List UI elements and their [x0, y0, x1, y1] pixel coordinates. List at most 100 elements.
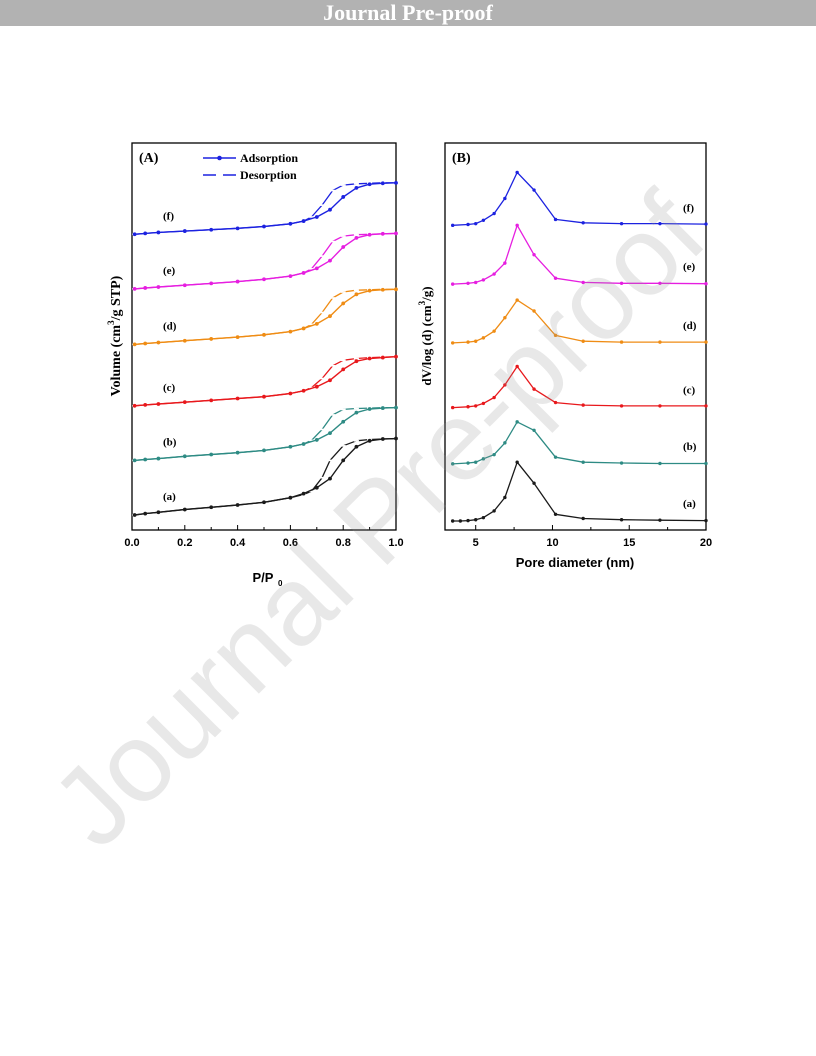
psd-point-a: [474, 518, 478, 522]
adsorption-point-f: [209, 227, 214, 232]
panel-b-x-tick-label: 15: [623, 537, 635, 549]
panel-a-y-axis-label: Volume (cm3/g STP): [106, 275, 124, 396]
adsorption-point-a: [328, 476, 332, 481]
panel-b-series-label-b: (b): [683, 441, 697, 453]
psd-point-d: [474, 339, 478, 343]
legend-adsorption-marker: [217, 155, 222, 161]
psd-point-d: [466, 340, 470, 344]
adsorption-point-a: [301, 491, 306, 496]
psd-point-b: [532, 428, 536, 432]
adsorption-point-d: [288, 329, 293, 334]
legend-desorption-label: Desorption: [240, 168, 297, 182]
adsorption-point-d: [262, 332, 266, 337]
psd-point-a: [481, 515, 486, 520]
panel-b-x-axis-label: Pore diameter (nm): [516, 555, 634, 570]
panel-b-y-axis-label-group: dV/log (d) (cm3/g): [417, 286, 434, 385]
psd-line-e: [452, 224, 707, 285]
psd-point-d: [481, 336, 486, 340]
psd-point-b: [658, 461, 662, 466]
psd-point-b: [492, 452, 496, 457]
panel-a-series-label-e: (e): [163, 265, 176, 277]
panel-b-label: (B): [452, 151, 471, 166]
panel-a-series-label-c: (c): [163, 382, 176, 394]
psd-point-b: [553, 455, 558, 459]
psd-point-a: [619, 518, 624, 522]
panel-a-y-axis-label-pre: Volume (cm: [109, 325, 124, 397]
psd-point-c: [619, 404, 624, 408]
adsorption-point-d: [132, 342, 137, 347]
panel-a-series-label-d: (d): [163, 320, 177, 332]
psd-point-f: [481, 218, 486, 222]
psd-point-a: [492, 509, 496, 513]
psd-point-b: [450, 462, 455, 466]
psd-point-e: [481, 278, 486, 282]
adsorption-point-a: [288, 495, 293, 500]
adsorption-point-a: [354, 444, 359, 449]
adsorption-point-f: [301, 219, 306, 223]
adsorption-point-d: [143, 341, 148, 346]
adsorption-point-d: [341, 301, 346, 306]
adsorption-point-e: [394, 231, 398, 236]
adsorption-point-b: [235, 450, 240, 455]
panel-b-series-label-a: (a): [683, 498, 696, 510]
psd-point-e: [553, 276, 558, 280]
psd-point-e: [704, 282, 708, 286]
adsorption-point-e: [288, 274, 293, 279]
adsorption-point-b: [262, 448, 266, 453]
psd-point-b: [466, 461, 470, 465]
adsorption-point-d: [209, 337, 214, 341]
adsorption-point-c: [301, 388, 306, 393]
panel-b-x-tick-label: 10: [546, 537, 558, 549]
adsorption-point-a: [132, 513, 137, 517]
psd-point-a: [532, 481, 536, 485]
adsorption-point-b: [367, 407, 372, 411]
adsorption-point-d: [156, 340, 161, 345]
psd-point-a: [503, 495, 507, 500]
adsorption-point-a: [314, 485, 319, 490]
adsorption-point-c: [394, 354, 398, 359]
adsorption-point-d: [354, 292, 359, 297]
adsorption-point-f: [288, 221, 293, 226]
psd-point-f: [515, 170, 519, 175]
adsorption-point-c: [182, 400, 187, 405]
psd-point-f: [503, 196, 507, 201]
psd-point-e: [658, 281, 662, 285]
adsorption-point-b: [156, 456, 161, 461]
psd-point-e: [532, 253, 536, 257]
psd-point-a: [466, 518, 470, 523]
adsorption-point-e: [182, 283, 187, 288]
panel-b-y-axis-label: dV/log (d) (cm3/g): [417, 286, 434, 385]
adsorption-point-a: [143, 511, 148, 516]
panel-a-x-axis-label: P/P: [253, 570, 274, 585]
adsorption-point-b: [354, 410, 359, 415]
adsorption-point-f: [262, 224, 266, 229]
psd-point-a: [704, 518, 708, 523]
adsorption-point-e: [132, 286, 137, 291]
panel-b-x-tick-label: 20: [700, 537, 712, 549]
psd-point-a: [658, 518, 662, 522]
panel-a-label: (A): [139, 151, 159, 166]
adsorption-point-c: [328, 378, 332, 383]
adsorption-point-d: [182, 338, 187, 343]
adsorption-point-c: [132, 403, 137, 408]
panel-a-series-label-f: (f): [163, 210, 174, 222]
panel-b-frame: [444, 142, 707, 531]
adsorption-point-b: [143, 457, 148, 462]
psd-point-e: [450, 282, 455, 286]
adsorption-point-b: [341, 419, 346, 424]
adsorption-point-a: [209, 505, 214, 510]
panel-a-y-axis-label-group: Volume (cm3/g STP): [106, 275, 124, 396]
psd-point-f: [704, 222, 708, 226]
adsorption-point-b: [394, 405, 398, 410]
psd-point-e: [466, 281, 470, 285]
psd-point-f: [474, 221, 478, 226]
psd-point-d: [553, 333, 558, 338]
adsorption-point-c: [354, 359, 359, 364]
adsorption-point-a: [380, 437, 385, 441]
adsorption-point-c: [367, 356, 372, 361]
psd-point-f: [450, 223, 455, 228]
psd-point-e: [492, 272, 496, 276]
psd-point-c: [581, 403, 585, 407]
adsorption-point-f: [143, 231, 148, 236]
adsorption-point-f: [182, 229, 187, 233]
